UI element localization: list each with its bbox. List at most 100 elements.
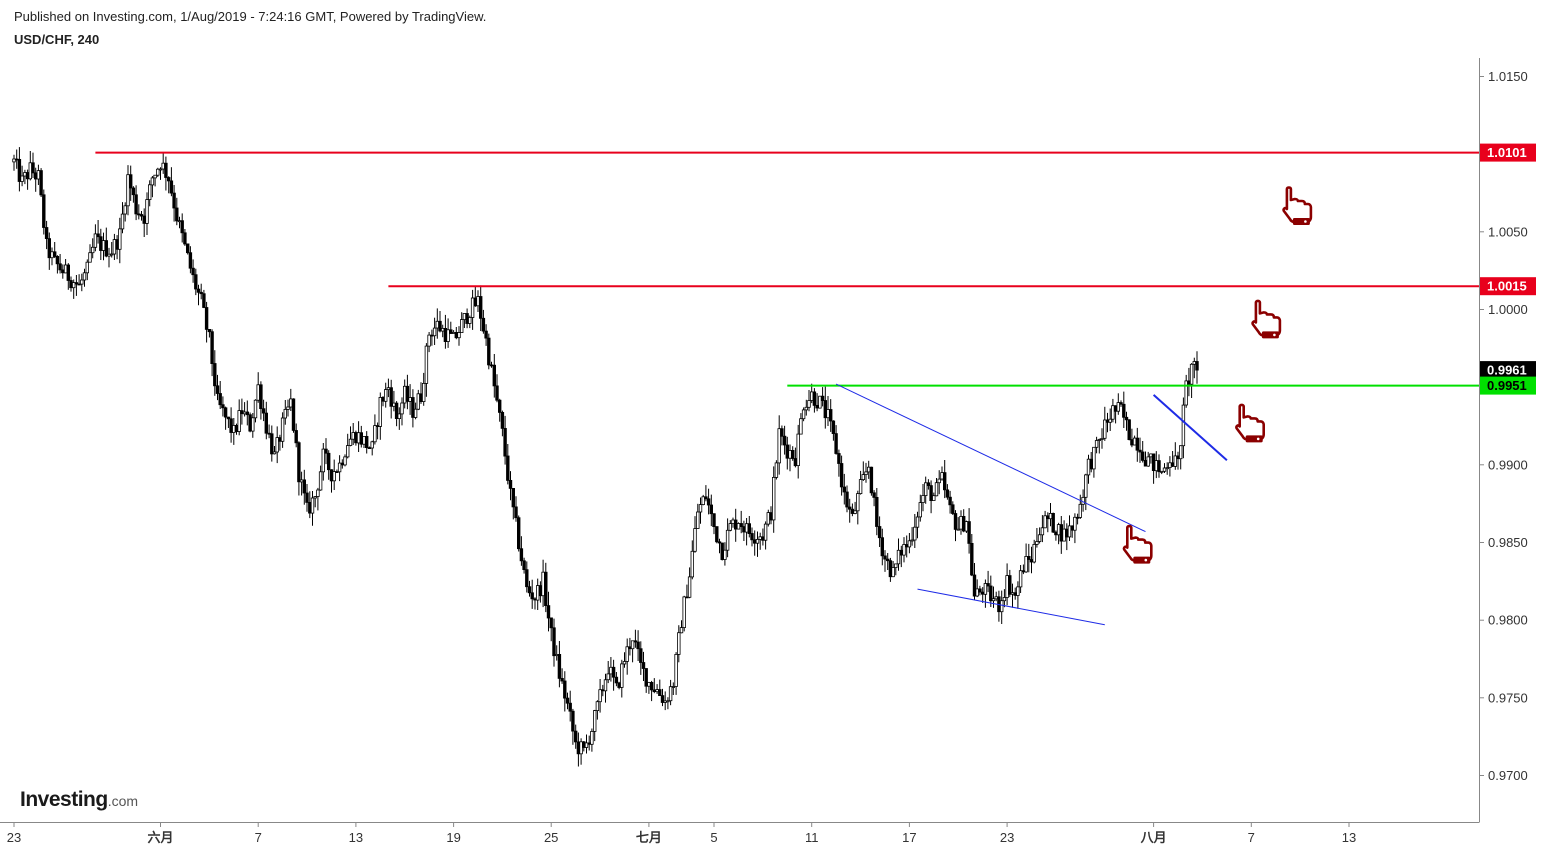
candle-body — [128, 174, 133, 189]
candle-body — [788, 449, 792, 459]
x-tick-label: 13 — [1342, 830, 1356, 845]
candle — [191, 259, 195, 283]
candle-body — [894, 563, 898, 569]
candle — [1111, 398, 1115, 423]
candle — [967, 508, 971, 554]
candle — [522, 557, 526, 574]
symbol-title: USD/CHF, 240 — [14, 32, 100, 47]
candle-body — [137, 213, 141, 216]
candle — [1016, 581, 1020, 609]
candle-body — [462, 313, 467, 320]
candle-body — [194, 274, 198, 290]
candle-body — [1002, 597, 1007, 602]
price-badge-bg — [1480, 277, 1536, 296]
candle — [679, 620, 684, 634]
candle — [636, 630, 640, 661]
candle — [850, 503, 855, 517]
candle-body — [785, 444, 789, 459]
candle — [88, 244, 92, 263]
candle — [926, 479, 931, 490]
candle-body — [72, 282, 76, 289]
candle-body — [232, 424, 236, 433]
pointer-cuff-dot — [1273, 333, 1276, 337]
candle-body — [630, 640, 635, 650]
candle-body — [565, 697, 570, 704]
price-badge-label: 1.0015 — [1487, 279, 1527, 294]
candle-body — [782, 435, 787, 446]
candle-body — [880, 537, 884, 557]
candle — [128, 165, 133, 201]
candle — [546, 591, 551, 632]
candle-body — [1000, 600, 1004, 613]
candle — [476, 290, 480, 312]
candle — [962, 509, 966, 533]
candle-body — [1062, 528, 1066, 542]
candle — [294, 423, 298, 448]
candle — [156, 167, 160, 177]
candle-body — [373, 425, 377, 443]
candle — [970, 534, 974, 577]
candle — [226, 416, 231, 428]
candle-body — [42, 194, 46, 228]
candle-body — [110, 253, 114, 256]
candle — [883, 550, 887, 572]
candle — [777, 415, 781, 475]
candle-body — [1051, 513, 1055, 533]
candle — [397, 407, 401, 430]
trendline — [1152, 394, 1228, 461]
candle — [497, 398, 502, 422]
candle — [687, 567, 692, 599]
candle — [774, 460, 779, 480]
candle-body — [354, 432, 358, 444]
candle-body — [962, 516, 966, 532]
candle-body — [744, 523, 749, 533]
candle-body — [812, 391, 817, 406]
horizontal-levels — [95, 151, 1479, 387]
candle-body — [164, 162, 168, 178]
candle — [823, 386, 827, 429]
candle — [611, 659, 616, 691]
candle — [137, 204, 141, 220]
candle-body — [158, 168, 163, 171]
candle — [929, 480, 933, 514]
candle-body — [69, 280, 73, 289]
candle — [709, 494, 713, 527]
candle — [506, 444, 510, 485]
candle — [375, 422, 380, 440]
candle — [1135, 427, 1139, 462]
candle — [270, 425, 274, 462]
candle-body — [392, 402, 396, 407]
candle — [175, 197, 179, 226]
candle-body — [1138, 449, 1142, 453]
candle-body — [1173, 455, 1177, 467]
candle — [530, 579, 534, 609]
candle-body — [723, 549, 727, 560]
pointer-cuff-dot — [1144, 558, 1148, 562]
candle-body — [641, 662, 646, 669]
candle-body — [386, 387, 391, 391]
candle-body — [611, 666, 616, 678]
candle-body — [981, 591, 985, 595]
y-tick-label: 0.9800 — [1488, 613, 1528, 628]
candle — [571, 708, 575, 745]
candle-body — [104, 240, 108, 257]
candle-body — [755, 539, 760, 544]
candle-body — [655, 689, 659, 693]
candle-body — [690, 550, 694, 578]
candle-body — [1124, 416, 1129, 421]
candle-body — [1075, 516, 1080, 519]
candle-body — [829, 409, 833, 422]
candle — [237, 399, 241, 436]
candle-body — [397, 413, 401, 419]
candle-body — [259, 384, 263, 409]
candle — [1181, 397, 1186, 459]
candle-body — [584, 742, 589, 748]
pointer-cuff-dot — [1304, 220, 1307, 223]
pointer-hand-icon — [1251, 299, 1282, 339]
candle — [728, 520, 732, 532]
candle — [837, 449, 841, 477]
candle — [677, 625, 681, 663]
published-caption: Published on Investing.com, 1/Aug/2019 -… — [14, 9, 487, 24]
candle-body — [223, 407, 228, 418]
